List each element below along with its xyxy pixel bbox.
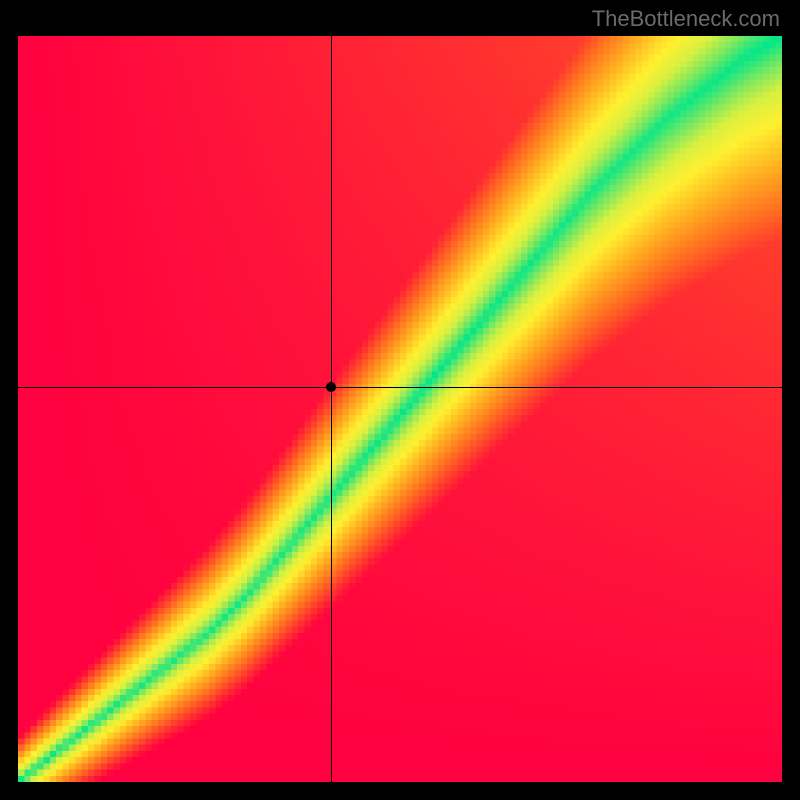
heatmap-canvas — [18, 36, 782, 782]
chart-container: TheBottleneck.com — [0, 0, 800, 800]
crosshair-vertical — [331, 36, 332, 782]
marker-dot — [326, 382, 336, 392]
watermark-text: TheBottleneck.com — [592, 6, 780, 32]
crosshair-horizontal — [18, 387, 782, 388]
heatmap-plot — [18, 36, 782, 782]
